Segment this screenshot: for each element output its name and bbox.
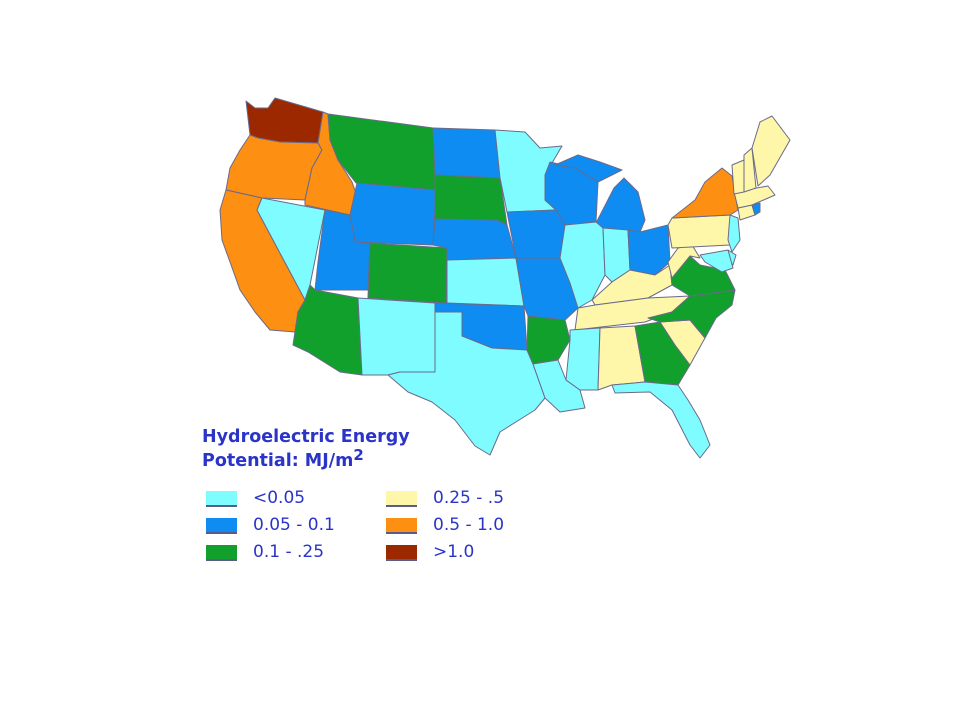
legend-title: Hydroelectric Energy Potential: MJ/m2 bbox=[202, 425, 410, 473]
state-ia bbox=[506, 209, 566, 259]
state-tx bbox=[387, 311, 546, 456]
legend-swatch bbox=[206, 518, 237, 534]
state-fl bbox=[611, 381, 711, 459]
legend-title-superscript: 2 bbox=[353, 446, 364, 464]
state-nc bbox=[647, 289, 736, 339]
state-sd bbox=[434, 174, 508, 226]
state-pa bbox=[667, 214, 739, 249]
state-wa bbox=[245, 97, 324, 144]
state-nj bbox=[727, 214, 741, 253]
state-la bbox=[532, 359, 586, 413]
legend-label: >1.0 bbox=[433, 542, 475, 562]
state-nd bbox=[432, 127, 501, 179]
legend-swatch bbox=[386, 491, 417, 507]
legend-label: 0.05 - 0.1 bbox=[253, 515, 335, 535]
state-co bbox=[367, 242, 448, 304]
state-wy bbox=[349, 182, 437, 246]
state-va bbox=[669, 255, 736, 297]
state-md bbox=[699, 249, 734, 273]
state-nm bbox=[357, 297, 436, 376]
legend-label: 0.25 - .5 bbox=[433, 488, 505, 508]
state-oh bbox=[627, 224, 671, 276]
state-ms bbox=[565, 327, 601, 391]
legend-title-line2: Potential: MJ/m2 bbox=[202, 446, 410, 473]
state-nh bbox=[743, 147, 757, 193]
state-ks bbox=[446, 257, 525, 307]
legend-title-line2-text: Potential: MJ/m bbox=[202, 451, 354, 471]
state-me bbox=[751, 115, 791, 187]
legend-swatch bbox=[206, 545, 237, 561]
state-vt bbox=[731, 159, 745, 195]
legend-label: 0.5 - 1.0 bbox=[433, 515, 505, 535]
legend-swatch bbox=[386, 518, 417, 534]
state-ny bbox=[671, 167, 739, 219]
legend-label: <0.05 bbox=[253, 488, 306, 508]
legend-title-line1: Hydroelectric Energy bbox=[202, 427, 410, 447]
legend-swatch bbox=[206, 491, 237, 507]
legend-swatch bbox=[386, 545, 417, 561]
state-ar bbox=[526, 315, 571, 365]
legend-label: 0.1 - .25 bbox=[253, 542, 325, 562]
state-ri bbox=[751, 202, 761, 216]
